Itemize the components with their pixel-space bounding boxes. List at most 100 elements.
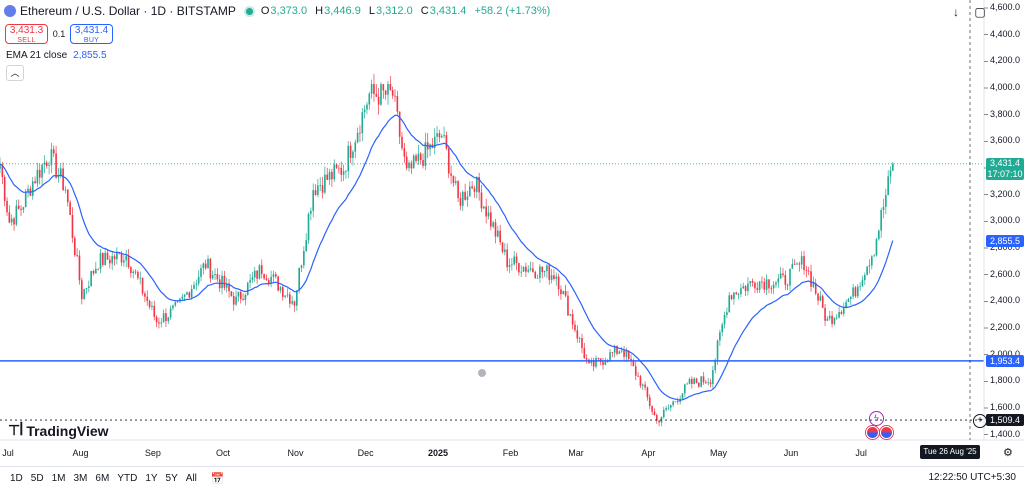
candle	[111, 251, 114, 271]
timeframe-1m[interactable]: 1M	[51, 472, 66, 484]
candle	[303, 246, 305, 269]
candle	[394, 89, 396, 102]
price-tick-label: 2,600.0	[990, 268, 1021, 279]
candle	[492, 220, 494, 229]
candle	[66, 188, 69, 207]
candle	[707, 377, 710, 386]
candle	[310, 207, 312, 221]
price-tick-label: 4,600.0	[990, 2, 1021, 12]
price-tick-label: 2,200.0	[990, 322, 1021, 332]
candle	[835, 313, 838, 320]
candle	[291, 295, 293, 306]
price-tick-label: 1,600.0	[990, 402, 1021, 412]
time-tick-label: Feb	[503, 448, 519, 458]
add-alert-plus-icon[interactable]: +	[973, 414, 987, 428]
candle	[204, 259, 207, 270]
candle	[137, 270, 139, 280]
candle	[132, 269, 135, 279]
candle	[478, 172, 480, 201]
candle	[293, 300, 296, 312]
candle	[583, 342, 586, 359]
candle	[522, 266, 525, 272]
candle	[529, 261, 532, 272]
dividend-marker-icon[interactable]	[478, 369, 486, 377]
timeframe-all[interactable]: All	[185, 472, 197, 484]
price-chart[interactable]: Jul Aug Sep Oct Nov Dec 2025 Feb Mar Apr May Jun Jul…	[0, 0, 1024, 466]
candle	[389, 75, 392, 91]
candle	[424, 132, 427, 171]
candle	[840, 310, 843, 315]
candle	[487, 205, 490, 220]
candle	[758, 280, 761, 293]
candle	[688, 377, 691, 385]
symbol-title[interactable]: Ethereum / U.S. Dollar · 1D · BITSTAMP	[20, 4, 236, 18]
candle	[747, 277, 749, 296]
candle	[527, 265, 530, 273]
timeframe-5y[interactable]: 5Y	[165, 472, 178, 484]
timeframe-5d[interactable]: 5D	[30, 472, 44, 484]
clock[interactable]: 12:22:50 UTC+5:30	[928, 472, 1016, 483]
candle	[770, 285, 773, 294]
collapse-legend-chevron-up-icon[interactable]: ︿	[6, 65, 24, 81]
candle	[749, 281, 752, 287]
candle	[317, 179, 319, 198]
candle	[80, 277, 83, 305]
candle	[69, 200, 71, 216]
candle	[532, 261, 534, 273]
candle	[6, 197, 8, 217]
price-tick-label: 3,000.0	[990, 215, 1021, 226]
candle	[693, 377, 695, 385]
ema-legend[interactable]: EMA 21 close 2,855.5	[6, 50, 107, 61]
economic-events[interactable]	[866, 426, 893, 439]
candle	[705, 379, 707, 384]
trade-buttons: 3,431.3 SELL 0.1 3,431.4 BUY	[5, 24, 113, 44]
candle	[826, 316, 829, 321]
settings-gear-icon[interactable]: ⚙	[1003, 447, 1013, 459]
candle	[373, 73, 375, 102]
time-tick-label: Jul	[855, 448, 867, 458]
lightning-event-icon[interactable]: ϟ	[869, 411, 884, 426]
candle	[106, 249, 109, 260]
candle	[55, 146, 57, 180]
candle	[172, 304, 174, 311]
candle	[354, 139, 357, 159]
candle	[391, 86, 394, 99]
candle	[578, 336, 581, 344]
candle	[384, 90, 387, 100]
candle	[342, 164, 345, 181]
timeframe-1d[interactable]: 1D	[10, 472, 23, 484]
candle	[698, 382, 700, 389]
sell-button[interactable]: 3,431.3 SELL	[5, 24, 48, 44]
candle	[525, 262, 527, 278]
candle	[648, 394, 651, 410]
candle	[833, 317, 836, 326]
candle	[338, 165, 340, 174]
timeframe-3m[interactable]: 3M	[73, 472, 88, 484]
candle	[824, 304, 826, 327]
time-tick-label: Jun	[784, 448, 799, 458]
candle	[251, 271, 254, 284]
candle	[99, 248, 102, 274]
candle	[207, 255, 209, 269]
candle	[146, 290, 149, 306]
time-tick-label: Jul	[2, 448, 14, 458]
candle	[662, 406, 665, 419]
candle	[480, 184, 483, 212]
candle	[719, 329, 721, 346]
timeframe-ytd[interactable]: YTD	[117, 472, 138, 484]
fullscreen-icon[interactable]: ▢	[974, 5, 986, 19]
timeframe-1y[interactable]: 1Y	[145, 472, 158, 484]
candle	[506, 243, 509, 272]
candle	[553, 269, 555, 281]
download-icon[interactable]: ↓	[953, 5, 959, 19]
calendar-icon[interactable]: 📅	[210, 472, 225, 485]
candle	[363, 105, 366, 119]
candle	[417, 144, 420, 165]
candle	[433, 128, 436, 155]
buy-button[interactable]: 3,431.4 BUY	[70, 24, 113, 44]
candle	[412, 154, 415, 169]
candle	[158, 317, 160, 329]
timeframe-6m[interactable]: 6M	[95, 472, 110, 484]
candle	[574, 320, 576, 333]
candle	[791, 258, 794, 270]
